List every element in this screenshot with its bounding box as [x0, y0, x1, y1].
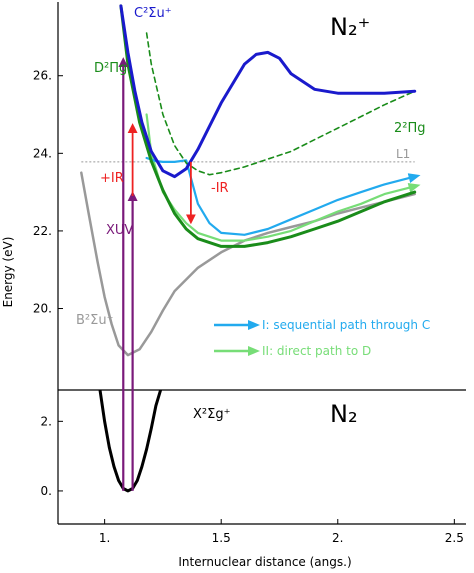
x-axis-label: Internuclear distance (angs.) [178, 555, 351, 569]
series-d-curve [119, 4, 417, 248]
y-tick-label: 20. [33, 302, 52, 316]
axes-frame [57, 2, 466, 525]
b-state-label: B²Σu⁺ [76, 313, 113, 328]
l1-label: L1 [396, 147, 410, 161]
upper-panel-title: N₂⁺ [330, 13, 370, 41]
y-tick-label: 26. [33, 69, 52, 83]
lower-panel-title: N₂ [330, 400, 358, 428]
y-axis-label: Energy (eV) [1, 237, 15, 308]
series-b-curve [80, 171, 416, 357]
legend: I: sequential path through C II: direct … [214, 318, 430, 358]
axis-ticks: 20. 22. 24. 26. 0. 2. 1. 1.5 2. 2.5 [33, 69, 464, 545]
series-x-ground-state-curve [98, 389, 163, 493]
x-tick-label: 1. [99, 531, 110, 545]
y-tick-label: 2. [41, 414, 52, 428]
y-tick-label: 0. [41, 484, 52, 498]
series-path-i-curve [145, 156, 421, 236]
xuv-label: XUV [106, 223, 133, 238]
x-tick-label: 1.5 [212, 531, 231, 545]
upper-panel-series [80, 4, 421, 357]
d-state-label: D²Πg [94, 61, 127, 76]
x-tick-label: 2. [332, 531, 343, 545]
legend-label-path-i: I: sequential path through C [262, 318, 430, 332]
y-tick-label: 22. [33, 224, 52, 238]
minus-ir-label: -IR [211, 181, 229, 196]
series-path-ii-curve [145, 113, 421, 242]
transition-arrows [118, 57, 196, 491]
series-c-curve [119, 4, 417, 179]
lower-panel-series [98, 389, 163, 493]
series-d-dashed-curve [145, 32, 416, 176]
y-tick-label: 24. [33, 146, 52, 160]
plus-ir-label: +IR [100, 171, 124, 186]
x-state-label: X²Σg⁺ [193, 407, 230, 422]
c-state-label: C²Σu⁺ [134, 6, 172, 21]
legend-label-path-ii: II: direct path to D [262, 344, 371, 358]
two-pi-label: 2²Πg [394, 121, 426, 136]
x-tick-label: 2.5 [445, 531, 464, 545]
